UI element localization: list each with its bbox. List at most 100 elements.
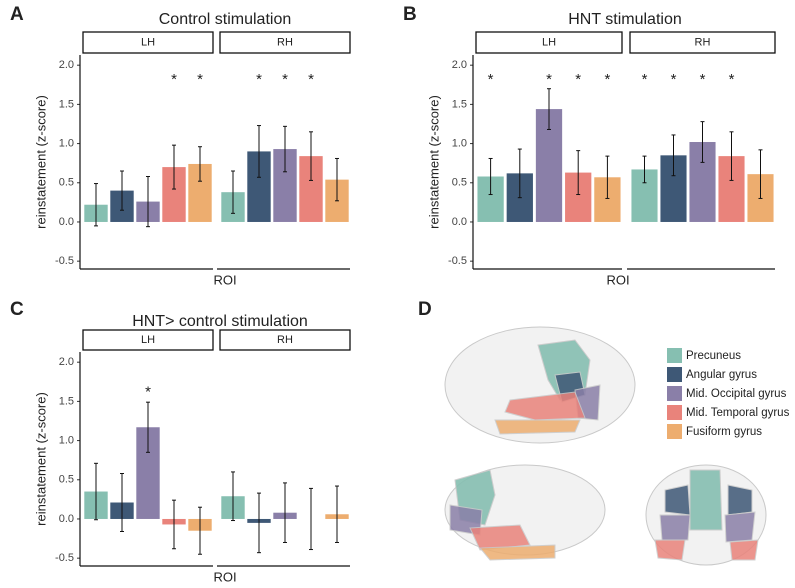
error-bar [309, 487, 313, 551]
significance-star: * [671, 71, 677, 88]
x-axis-label: ROI [606, 272, 629, 287]
significance-star: * [282, 71, 288, 88]
error-bar [94, 183, 98, 227]
bar [299, 156, 323, 222]
y-tick-label: 0.5 [59, 474, 74, 486]
legend-swatch [667, 386, 682, 401]
significance-star: * [575, 71, 581, 88]
error-bar [700, 121, 705, 163]
legend-label: Precuneus [686, 350, 741, 362]
significance-star: * [171, 71, 177, 88]
y-tick-label: 0.0 [59, 513, 74, 525]
facet-strip [82, 31, 214, 54]
y-tick-label: -0.5 [448, 255, 467, 267]
x-axis-label: ROI [213, 569, 236, 584]
panel-label: C [10, 299, 24, 320]
significance-star: * [546, 71, 552, 88]
error-bar [231, 471, 235, 522]
bar [162, 167, 186, 222]
y-tick-label: 1.0 [59, 434, 74, 446]
error-bar [146, 401, 150, 453]
legend-swatch [667, 348, 682, 363]
chart-title: Control stimulation [159, 11, 292, 28]
facet-label: LH [542, 36, 556, 48]
error-bar [576, 150, 581, 196]
error-bar [517, 148, 522, 199]
facet-label: RH [277, 36, 293, 48]
facet-strip [82, 329, 214, 351]
facet-strip [475, 31, 623, 54]
bar [247, 151, 271, 222]
significance-star: * [642, 71, 648, 88]
significance-star: * [256, 71, 262, 88]
brain-renderings [444, 326, 767, 566]
y-tick-label: 0.5 [59, 177, 74, 189]
significance-star: * [729, 71, 735, 88]
facet-strip [629, 31, 776, 54]
error-bar [94, 462, 98, 521]
error-bar [283, 482, 287, 543]
y-axis-label: reinstatement (z-score) [33, 392, 48, 526]
chart-title: HNT stimulation [568, 11, 682, 28]
error-bar [198, 506, 202, 555]
y-tick-label: 1.5 [59, 98, 74, 110]
facet-strip [219, 329, 351, 351]
legend-swatch [667, 424, 682, 439]
y-tick-label: -0.5 [55, 255, 74, 267]
error-bar [172, 144, 176, 190]
significance-star: * [488, 71, 494, 88]
y-tick-label: 0.5 [452, 177, 467, 189]
panel-label: D [418, 299, 432, 320]
y-tick-label: -0.5 [55, 552, 74, 564]
y-tick-label: 0.0 [452, 216, 467, 228]
panel-label: B [403, 4, 417, 25]
y-tick-label: 0.0 [59, 216, 74, 228]
y-tick-label: 1.5 [59, 395, 74, 407]
legend-swatch [667, 405, 682, 420]
legend-label: Mid. Temporal gyrus [686, 407, 790, 419]
bar [188, 163, 212, 222]
bar [273, 149, 297, 222]
legend-swatch [667, 367, 682, 382]
bar [136, 427, 160, 519]
error-bar [335, 485, 339, 543]
error-bar [335, 157, 339, 202]
chart-title: HNT> control stimulation [132, 313, 308, 330]
facet-label: LH [141, 36, 155, 48]
facet-label: LH [141, 334, 155, 346]
y-tick-label: 2.0 [59, 59, 74, 71]
facet-label: RH [695, 36, 711, 48]
significance-star: * [197, 71, 203, 88]
error-bar [758, 149, 763, 199]
y-tick-label: 1.5 [452, 98, 467, 110]
significance-star: * [604, 71, 610, 88]
legend-label: Mid. Occipital gyrus [686, 388, 787, 400]
error-bar [488, 157, 493, 196]
error-bar [172, 499, 176, 550]
error-bar [547, 88, 551, 130]
error-bar [605, 155, 610, 199]
legend-label: Fusiform gyrus [686, 426, 762, 438]
y-axis-label: reinstatement (z-score) [426, 95, 441, 229]
significance-star: * [145, 384, 151, 401]
error-bar [257, 492, 261, 554]
significance-star: * [308, 71, 314, 88]
panel-label: A [10, 4, 24, 25]
error-bar [120, 473, 124, 533]
y-tick-label: 2.0 [59, 356, 74, 368]
y-tick-label: 1.0 [59, 137, 74, 149]
y-axis-label: reinstatement (z-score) [33, 95, 48, 229]
error-bar [120, 170, 124, 211]
significance-star: * [700, 71, 706, 88]
y-tick-label: 2.0 [452, 59, 467, 71]
facet-strip [219, 31, 351, 54]
y-tick-label: 1.0 [452, 137, 467, 149]
error-bar [642, 155, 647, 184]
facet-label: RH [277, 334, 293, 346]
error-bar [309, 131, 313, 181]
error-bar [671, 134, 676, 177]
error-bar [198, 146, 202, 182]
error-bar [231, 170, 235, 214]
error-bar [146, 176, 150, 228]
